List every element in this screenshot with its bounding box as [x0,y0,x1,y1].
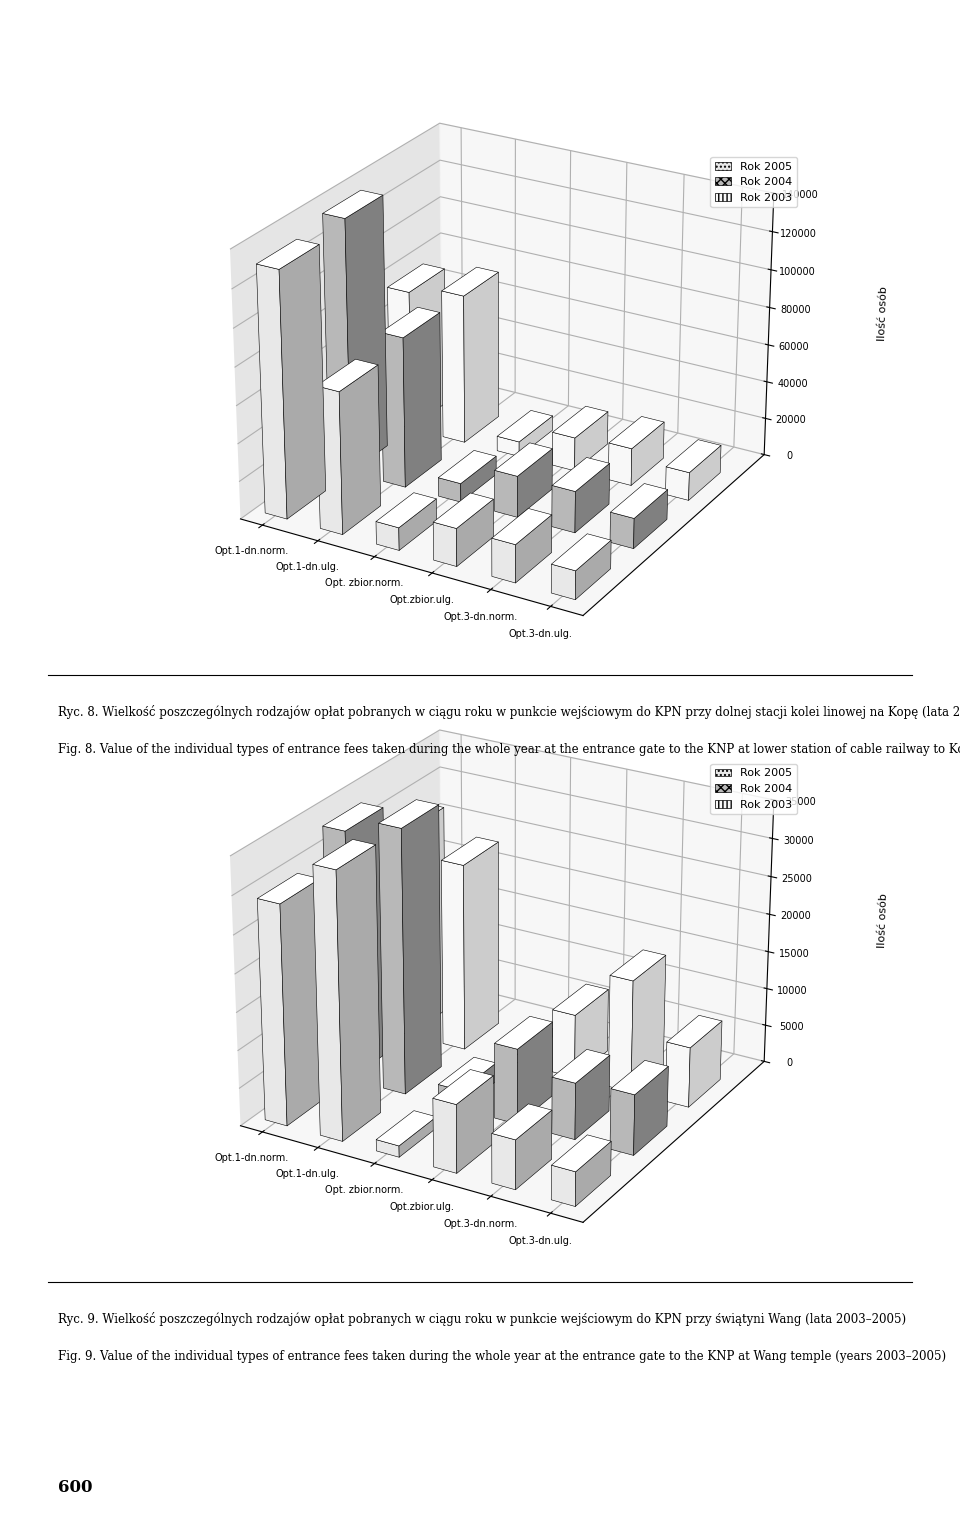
Text: Ryc. 9. Wielkość poszczególnych rodzajów opłat pobranych w ciągu roku w punkcie : Ryc. 9. Wielkość poszczególnych rodzajów… [58,1312,905,1326]
Text: Ryc. 8. Wielkość poszczególnych rodzajów opłat pobranych w ciągu roku w punkcie : Ryc. 8. Wielkość poszczególnych rodzajów… [58,705,960,719]
Text: 600: 600 [58,1479,92,1496]
Legend: Rok 2005, Rok 2004, Rok 2003: Rok 2005, Rok 2004, Rok 2003 [710,765,797,815]
Legend: Rok 2005, Rok 2004, Rok 2003: Rok 2005, Rok 2004, Rok 2003 [710,158,797,208]
Text: Fig. 8. Value of the individual types of entrance fees taken during the whole ye: Fig. 8. Value of the individual types of… [58,743,960,757]
Text: Fig. 9. Value of the individual types of entrance fees taken during the whole ye: Fig. 9. Value of the individual types of… [58,1350,946,1364]
